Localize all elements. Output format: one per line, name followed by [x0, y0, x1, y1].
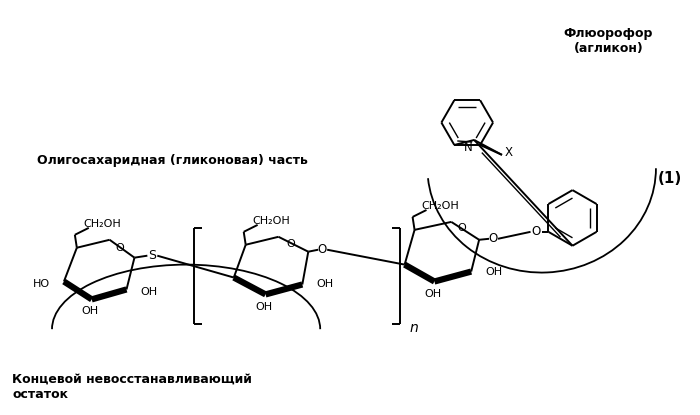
Text: (агликон): (агликон) [573, 42, 643, 55]
Text: Флюорофор: Флюорофор [564, 27, 653, 40]
Text: OH: OH [81, 306, 98, 316]
Text: CH₂OH: CH₂OH [253, 216, 290, 226]
Text: O: O [532, 225, 541, 238]
Text: CH₂OH: CH₂OH [421, 201, 459, 211]
Text: O: O [116, 243, 124, 253]
Text: OH: OH [485, 266, 502, 276]
Text: O: O [458, 223, 467, 233]
Text: OH: OH [424, 289, 441, 299]
Text: X: X [505, 146, 513, 159]
Text: (1): (1) [658, 171, 682, 186]
Text: Концевой невосстанавливающий: Концевой невосстанавливающий [13, 372, 252, 386]
Text: O: O [286, 239, 295, 249]
Text: остаток: остаток [13, 388, 69, 401]
Text: OH: OH [141, 288, 158, 298]
Text: OH: OH [255, 302, 272, 312]
Text: n: n [410, 321, 418, 335]
Text: S: S [148, 249, 156, 262]
Text: OH: OH [316, 279, 333, 290]
Text: Олигосахаридная (гликоновая) часть: Олигосахаридная (гликоновая) часть [37, 154, 308, 167]
Text: CH₂OH: CH₂OH [84, 219, 122, 229]
Text: HO: HO [33, 279, 50, 290]
Text: N: N [464, 142, 473, 154]
Text: O: O [318, 243, 327, 256]
Text: O: O [489, 232, 498, 245]
